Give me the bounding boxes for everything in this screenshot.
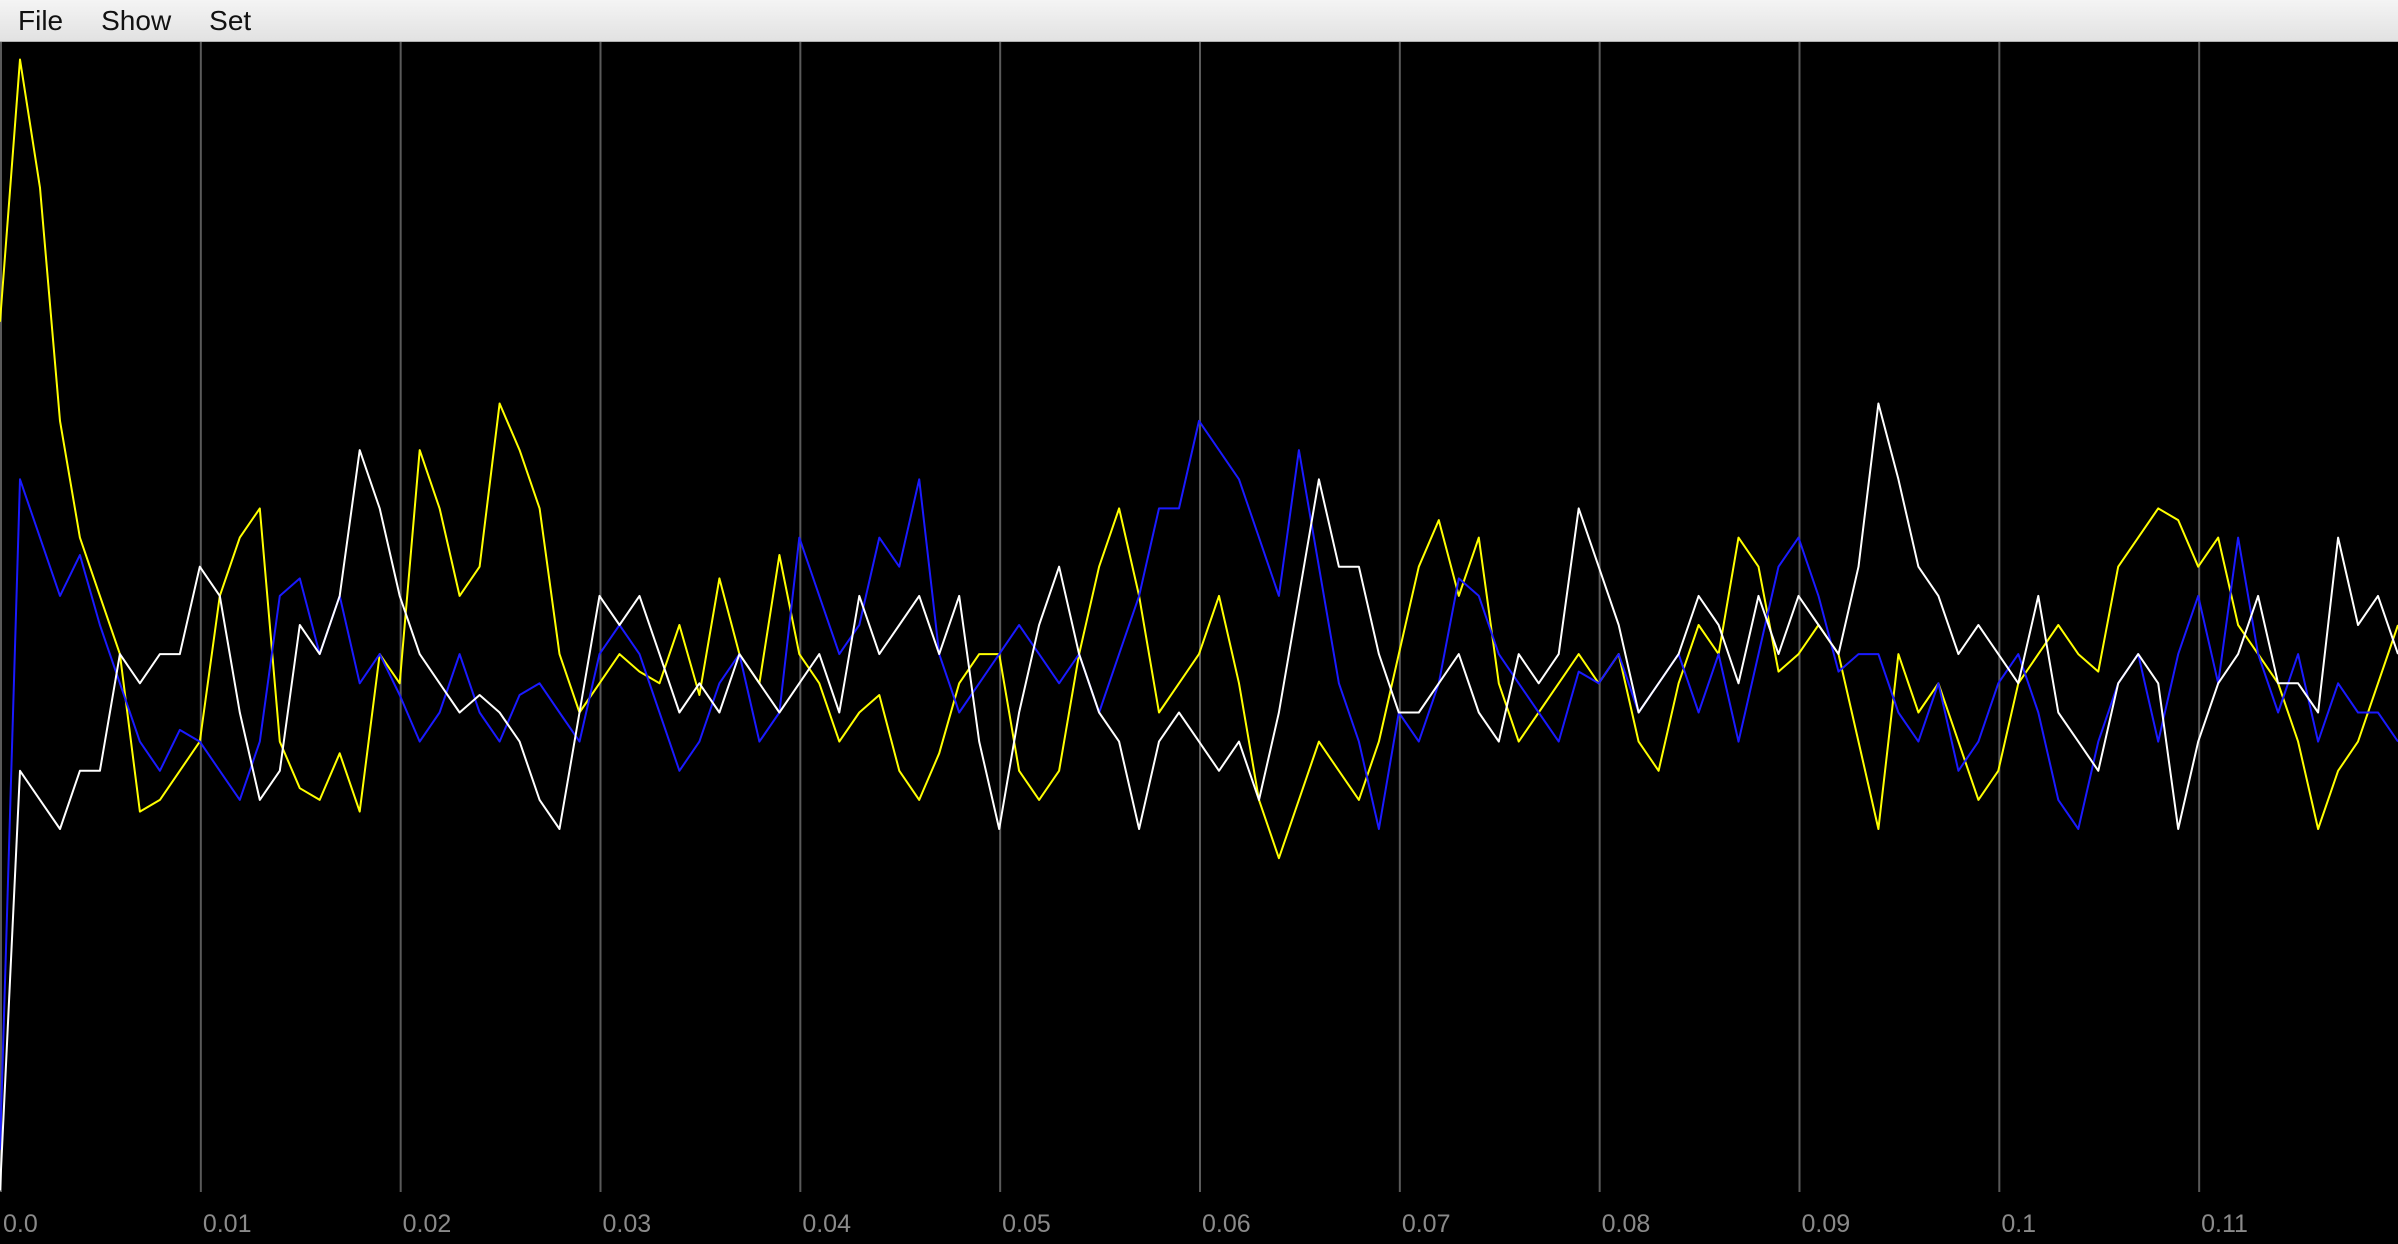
x-tick-label: 0.1 xyxy=(2001,1210,2036,1238)
x-tick-label: 0.07 xyxy=(1402,1210,1451,1238)
x-tick-label: 0.09 xyxy=(1802,1210,1851,1238)
menu-item[interactable]: Set xyxy=(209,4,252,36)
x-tick-label: 0.01 xyxy=(203,1210,252,1238)
x-tick-label: 0.04 xyxy=(802,1210,851,1238)
x-tick-label: 0.03 xyxy=(603,1210,652,1238)
signal-trace xyxy=(0,419,2398,1150)
menu-item[interactable]: Show xyxy=(101,4,172,36)
menu-item[interactable]: File xyxy=(18,4,64,36)
x-tick-label: 0.11 xyxy=(2201,1210,2248,1238)
x-tick-label: 0.0 xyxy=(3,1210,38,1238)
signal-trace xyxy=(0,58,2398,860)
menu-bar: File Show Set xyxy=(0,0,2398,42)
scope-plot: 0.0 0.01 0.02 0.03 0.04 0.05 0.06 0.07 0.08 0.09 0… xyxy=(0,42,2398,1238)
x-tick-label: 0.06 xyxy=(1202,1210,1251,1238)
x-tick-label: 0.08 xyxy=(1602,1210,1651,1238)
x-tick-label: 0.02 xyxy=(403,1210,452,1238)
signal-trace xyxy=(0,402,2398,1191)
x-tick-label: 0.05 xyxy=(1002,1210,1051,1238)
